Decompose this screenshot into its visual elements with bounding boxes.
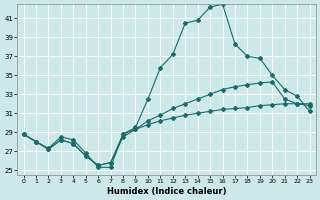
X-axis label: Humidex (Indice chaleur): Humidex (Indice chaleur) — [107, 187, 226, 196]
